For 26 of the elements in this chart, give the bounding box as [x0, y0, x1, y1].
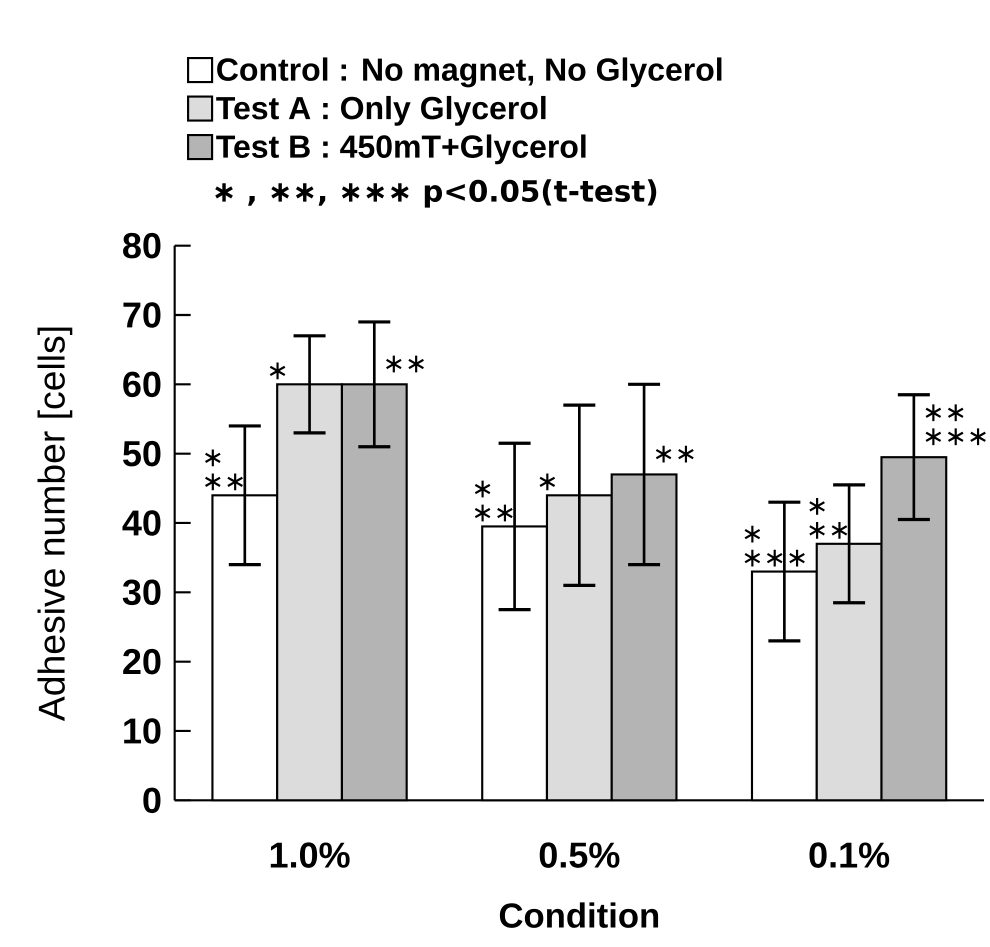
- data-label: ∗: [540, 473, 556, 490]
- x-tick-label: 1.0%: [270, 842, 350, 868]
- data-label: ∗∗: [386, 356, 424, 372]
- data-label: ∗∗: [656, 446, 694, 462]
- y-tick-label: 50: [123, 440, 160, 466]
- data-label: ∗ ∗∗: [809, 498, 848, 539]
- x-tick-label: 0.1%: [810, 842, 890, 868]
- data-label: ∗: [270, 362, 286, 380]
- legend-label: Test B : 450mT+Glycerol: [216, 134, 586, 164]
- y-tick-label: 0: [143, 788, 160, 814]
- x-tick-label: 0.5%: [540, 842, 620, 868]
- y-tick-label: 80: [123, 232, 160, 258]
- y-tick-label: 20: [123, 648, 160, 674]
- data-label: ∗ ∗∗: [474, 480, 513, 522]
- y-tick-label: 30: [122, 580, 160, 606]
- y-tick-label: 60: [123, 372, 160, 398]
- legend-label: Control : No magnet, No Glycerol: [217, 57, 722, 88]
- data-label: ∗ ∗∗: [205, 449, 243, 490]
- data-label: ∗∗ ∗∗∗: [926, 404, 986, 446]
- x-axis-title: Condition: [500, 902, 658, 928]
- y-tick-label: 10: [124, 718, 160, 744]
- y-axis-title: Adhesive number [cells]: [38, 328, 72, 722]
- y-tick-label: 70: [123, 302, 160, 328]
- legend-label: Test A : Only Glycerol: [216, 96, 546, 126]
- text: ∗ , ∗∗, ∗∗∗ p<0.05(t-test): [215, 179, 656, 208]
- y-tick-label: 40: [122, 510, 160, 536]
